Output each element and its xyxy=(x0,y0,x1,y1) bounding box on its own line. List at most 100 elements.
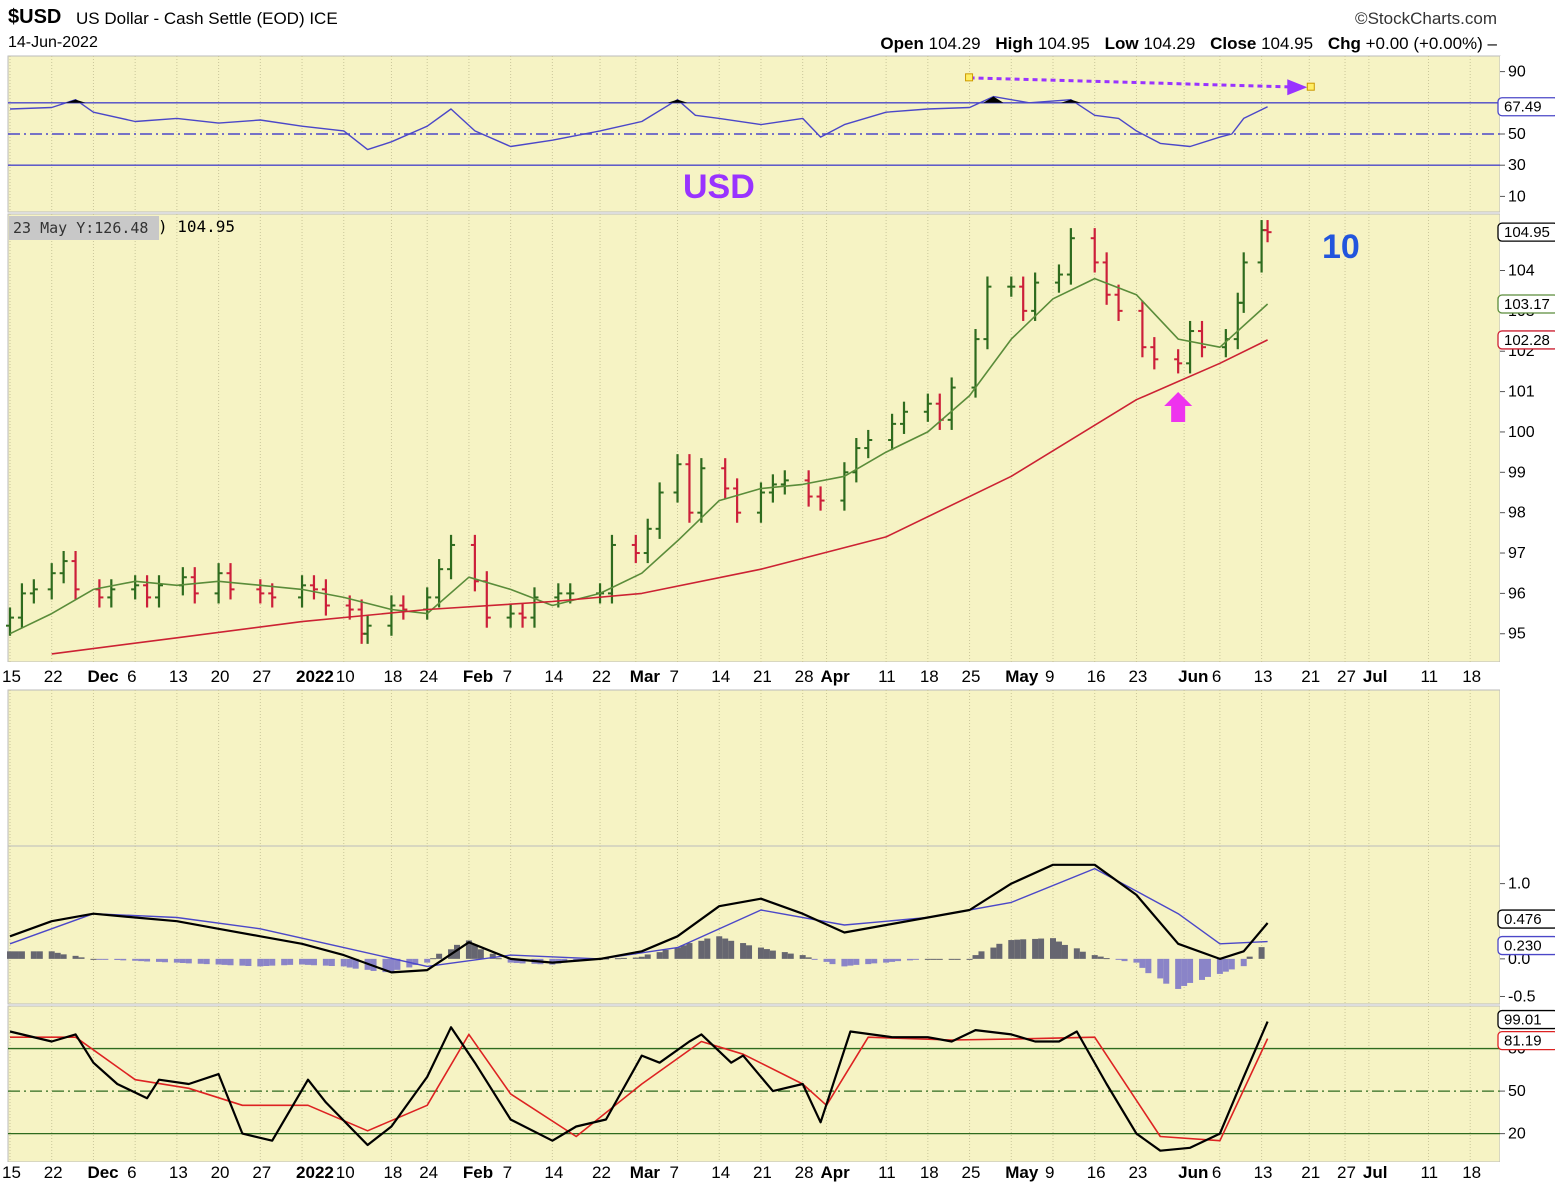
macd-histogram-bar xyxy=(18,951,25,959)
x-tick-label: 22 xyxy=(592,667,611,686)
x-tick-label: 21 xyxy=(1301,667,1320,686)
macd-histogram-bar xyxy=(954,958,961,960)
macd-histogram-bar xyxy=(489,953,496,959)
x-tick-label: 25 xyxy=(962,1163,981,1182)
x-tick-label: 18 xyxy=(1462,667,1481,686)
x-tick-label: May xyxy=(1005,667,1039,686)
macd-histogram-bar xyxy=(865,958,872,965)
divergence-arrow-line xyxy=(969,76,1302,89)
macd-histogram-bar xyxy=(1222,958,1229,972)
x-tick-label: 24 xyxy=(419,667,438,686)
macd-histogram-bar xyxy=(704,938,711,959)
macd-histogram-bar xyxy=(966,958,973,960)
macd-histogram-bar xyxy=(299,958,306,965)
x-tick-label: 14 xyxy=(544,667,563,686)
macd-histogram-bar xyxy=(60,954,67,959)
macd-histogram-bar xyxy=(406,958,413,968)
x-tick-label: 13 xyxy=(1254,1163,1273,1182)
x-tick-label: May xyxy=(1005,1163,1039,1182)
chg-label: Chg xyxy=(1327,34,1361,53)
x-tick-label: 20 xyxy=(211,667,230,686)
x-tick-label: 10 xyxy=(336,1163,355,1182)
macd-histogram-bar xyxy=(346,958,353,968)
symbol-description: US Dollar - Cash Settle (EOD) ICE xyxy=(76,9,338,28)
macd-histogram-bar xyxy=(203,958,210,965)
macd-histogram-bar xyxy=(811,958,818,960)
stoch-k-line xyxy=(9,1021,1269,1152)
x-tick-label: 25 xyxy=(962,667,981,686)
x-tick-label: 7 xyxy=(670,667,679,686)
x-tick-label: 14 xyxy=(711,1163,730,1182)
macd-histogram-bar xyxy=(948,958,955,960)
macd-histogram-bar xyxy=(156,958,162,962)
macd-histogram-bar xyxy=(72,955,79,959)
macd-histogram-bar xyxy=(978,951,985,959)
macd-histogram-bar xyxy=(30,951,37,959)
macd-histogram-bar xyxy=(841,958,848,967)
macd-histogram-bar xyxy=(620,957,627,959)
x-tick-label: 11 xyxy=(878,667,896,686)
macd-histogram-bar xyxy=(36,951,43,959)
x-tick-label: 21 xyxy=(753,1163,772,1182)
macd-histogram-bar xyxy=(54,952,61,959)
macd-histogram-bar xyxy=(90,958,97,960)
macd-histogram-bar xyxy=(823,958,830,962)
macd-histogram-bar xyxy=(185,958,192,964)
x-tick-label: 9 xyxy=(1045,1163,1054,1182)
x-tick-label: 6 xyxy=(127,1163,136,1182)
price-last-price-box xyxy=(1497,222,1555,242)
chart-date: 14-Jun-2022 xyxy=(8,34,98,51)
macd-histogram-bar xyxy=(328,958,335,967)
macd-histogram-bar xyxy=(787,953,794,959)
macd-histogram-bar xyxy=(281,958,288,966)
macd-histogram-bar xyxy=(1199,958,1205,980)
macd-histogram-bar xyxy=(138,958,145,962)
stoch-d-line xyxy=(10,1033,1269,1142)
macd-histogram-bar xyxy=(1061,944,1068,959)
macd-histogram-bar xyxy=(221,958,228,965)
macd-histogram-bar xyxy=(853,958,860,965)
macd-histogram-bar xyxy=(781,952,788,959)
x-tick-label: 22 xyxy=(44,1163,63,1182)
overbought-peak xyxy=(983,96,1004,103)
macd-last-value-box xyxy=(1497,909,1555,929)
macd-histogram-bar xyxy=(269,958,276,966)
macd-histogram-bar xyxy=(632,957,639,959)
x-tick-label: 21 xyxy=(753,667,772,686)
macd-last-value: 0.230 xyxy=(1504,938,1542,955)
macd-histogram-bar xyxy=(1103,958,1110,960)
x-tick-label: 27 xyxy=(1337,667,1356,686)
x-tick-label: 28 xyxy=(795,667,814,686)
x-tick-label: 14 xyxy=(544,1163,563,1182)
macd-histogram-bar xyxy=(120,958,127,961)
x-tick-label: 11 xyxy=(878,1163,896,1182)
divergence-end-handle xyxy=(1306,82,1315,91)
x-tick-label: 13 xyxy=(169,667,188,686)
close-label: Close xyxy=(1210,34,1257,53)
x-tick-label: 20 xyxy=(211,1163,230,1182)
macd-line xyxy=(9,863,1269,974)
macd-histogram-bar xyxy=(990,947,997,959)
macd-histogram-bar xyxy=(1145,958,1152,974)
x-axis-strip-bottom xyxy=(0,1162,1555,1187)
x-tick-label: 7 xyxy=(670,1163,679,1182)
macd-histogram-bar xyxy=(740,943,747,959)
macd-histogram-bar xyxy=(245,958,252,967)
stockcharts-brand[interactable]: ©StockCharts.com xyxy=(1355,9,1497,28)
x-tick-label: 11 xyxy=(1420,667,1438,686)
macd-histogram-bar xyxy=(132,958,139,961)
macd-histogram-bar xyxy=(12,951,19,959)
macd-last-value: 0.476 xyxy=(1504,911,1542,928)
divergence-start-handle xyxy=(965,73,974,82)
macd-histogram-bar xyxy=(603,958,609,960)
x-tick-label: 16 xyxy=(1087,667,1106,686)
x-tick-label: Apr xyxy=(821,667,851,686)
macd-histogram-bar xyxy=(394,958,401,970)
macd-histogram-bar xyxy=(388,958,395,973)
x-tick-label: Mar xyxy=(630,667,661,686)
x-tick-label: Mar xyxy=(630,1163,661,1182)
macd-histogram-bar xyxy=(638,956,645,959)
price-last-ma_short-box xyxy=(1497,294,1555,314)
x-tick-label: 6 xyxy=(1212,667,1221,686)
x-tick-label: Feb xyxy=(463,1163,493,1182)
